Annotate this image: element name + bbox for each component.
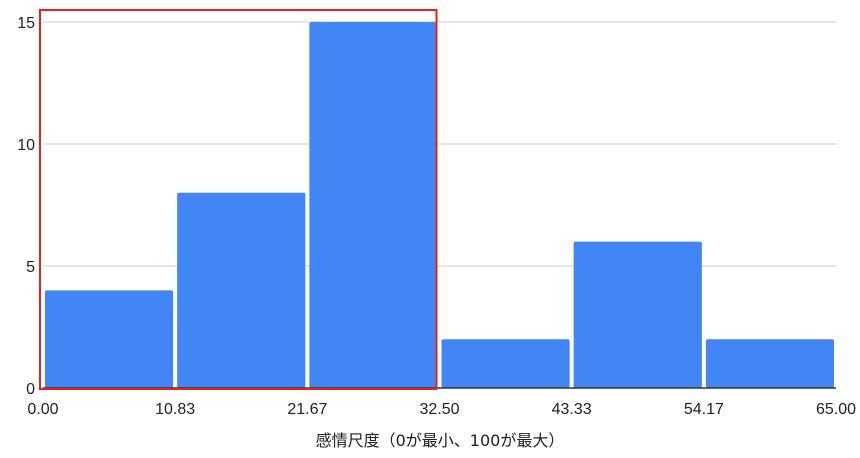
x-tick-label: 32.50 [419, 401, 459, 418]
histogram-bar [441, 339, 570, 388]
histogram-bar [309, 22, 438, 388]
x-tick-label: 0.00 [27, 401, 58, 418]
bars [45, 22, 834, 388]
histogram-bar [177, 192, 306, 388]
highlight-layer [39, 9, 438, 390]
histogram-bar [705, 339, 834, 388]
y-tick-label: 5 [26, 259, 35, 276]
histogram-bar [45, 290, 174, 388]
y-tick-label: 10 [17, 137, 35, 154]
y-axis-ticks: 0 5 10 15 [17, 15, 35, 398]
y-tick-label: 15 [17, 15, 35, 32]
x-axis-title: 感情尺度（0が最小、100が最大） [316, 431, 565, 450]
highlight-box [39, 9, 438, 390]
histogram-bar [573, 241, 702, 388]
gridlines [43, 21, 836, 267]
x-tick-label: 65.00 [816, 401, 856, 418]
x-tick-label: 43.33 [552, 401, 592, 418]
x-tick-label: 21.67 [287, 401, 327, 418]
x-tick-label: 54.17 [684, 401, 724, 418]
y-tick-label: 0 [26, 381, 35, 398]
x-tick-label: 10.83 [155, 401, 195, 418]
x-axis-ticks: 0.00 10.83 21.67 32.50 43.33 54.17 65.00 [27, 401, 856, 418]
